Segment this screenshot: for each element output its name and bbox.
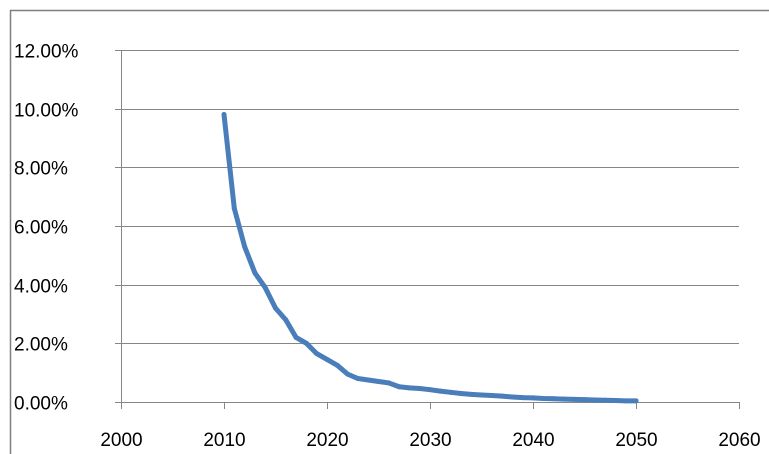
data-point <box>293 334 299 340</box>
data-point <box>283 317 289 323</box>
data-point <box>314 351 320 357</box>
x-tick-label: 2000 <box>100 430 142 451</box>
series-layer <box>221 112 639 404</box>
data-point <box>612 398 618 404</box>
data-point <box>520 395 526 401</box>
data-point <box>396 384 402 390</box>
y-tick-label: 0.00% <box>14 394 68 415</box>
data-point <box>458 390 464 396</box>
data-point <box>623 398 629 404</box>
x-tick-label: 2040 <box>512 430 554 451</box>
data-point <box>571 396 577 402</box>
data-point <box>468 391 474 397</box>
data-point <box>262 285 268 291</box>
data-point <box>509 394 515 400</box>
data-point <box>530 395 536 401</box>
data-point <box>540 395 546 401</box>
x-tick-labels: 2000 2010 2020 2030 2040 2050 2060 <box>100 430 760 451</box>
data-point <box>499 393 505 399</box>
data-point <box>633 398 639 404</box>
data-point <box>334 362 340 368</box>
data-point <box>417 386 423 392</box>
y-tick-label: 8.00% <box>14 159 68 180</box>
x-tick-label: 2050 <box>615 430 657 451</box>
data-point <box>242 244 248 250</box>
data-point <box>252 270 258 276</box>
data-point <box>582 397 587 403</box>
data-point <box>324 356 330 362</box>
data-point <box>437 388 443 394</box>
data-point <box>602 397 608 403</box>
data-point <box>406 385 412 391</box>
data-point <box>489 393 495 399</box>
data-point <box>345 371 351 377</box>
data-point <box>273 305 278 311</box>
data-point <box>355 376 361 382</box>
data-point <box>479 392 484 398</box>
x-tick-label: 2060 <box>718 430 760 451</box>
data-point <box>231 205 237 211</box>
data-point <box>551 396 557 402</box>
x-tick-label: 2010 <box>203 430 245 451</box>
data-point <box>592 397 598 403</box>
data-point <box>376 378 381 384</box>
data-point <box>561 396 567 402</box>
gridlines <box>121 50 739 344</box>
y-tick-label: 10.00% <box>14 101 79 122</box>
x-tick-label: 2030 <box>409 430 451 451</box>
y-tick-label: 6.00% <box>14 218 68 239</box>
y-tick-label: 12.00% <box>14 42 79 63</box>
data-point <box>303 340 309 346</box>
y-tick-labels: 0.00% 2.00% 4.00% 6.00% 8.00% 10.00% 12.00% <box>14 42 79 415</box>
data-point <box>221 112 227 118</box>
x-tick-label: 2020 <box>306 430 348 451</box>
data-point <box>448 389 454 395</box>
y-tick-label: 4.00% <box>14 277 68 298</box>
y-tick-label: 2.00% <box>14 335 68 356</box>
data-point <box>386 380 392 386</box>
data-point <box>365 377 371 383</box>
data-point <box>427 387 433 393</box>
